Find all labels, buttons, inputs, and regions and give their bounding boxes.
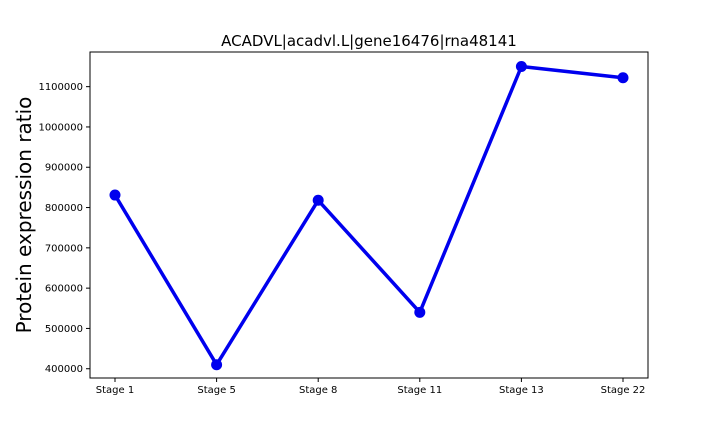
series-line [113, 64, 625, 367]
data-point [211, 359, 223, 371]
data-point [414, 306, 426, 318]
y-tick-label: 600000 [45, 284, 83, 295]
data-point [312, 194, 324, 206]
y-tick-label: 500000 [45, 324, 83, 335]
data-point [109, 189, 121, 201]
x-tick-label: Stage 13 [499, 385, 544, 396]
series-layer [109, 61, 629, 371]
y-axis: 400000 500000 600000 700000 800000 900000 1000… [38, 82, 90, 375]
x-tick-label: Stage 5 [197, 385, 235, 396]
data-point [617, 72, 629, 84]
plot-area-frame [89, 51, 649, 379]
x-tick-label: Stage 11 [397, 385, 442, 396]
x-tick-label: Stage 1 [96, 385, 134, 396]
data-point [515, 61, 527, 73]
x-axis: Stage 1 Stage 5 Stage 8 Stage 11 Stage 13 Sta… [96, 378, 646, 396]
y-tick-label: 1100000 [38, 82, 83, 93]
y-tick-label: 700000 [45, 243, 83, 254]
chart-title: ACADVL|acadvl.L|gene16476|rna48141 [221, 32, 517, 50]
y-axis-label: Protein expression ratio [12, 97, 36, 334]
x-tick-label: Stage 8 [299, 385, 337, 396]
y-tick-label: 900000 [45, 163, 83, 174]
y-tick-label: 1000000 [38, 122, 83, 133]
y-tick-label: 400000 [45, 364, 83, 375]
x-tick-label: Stage 22 [601, 385, 646, 396]
y-tick-label: 800000 [45, 203, 83, 214]
